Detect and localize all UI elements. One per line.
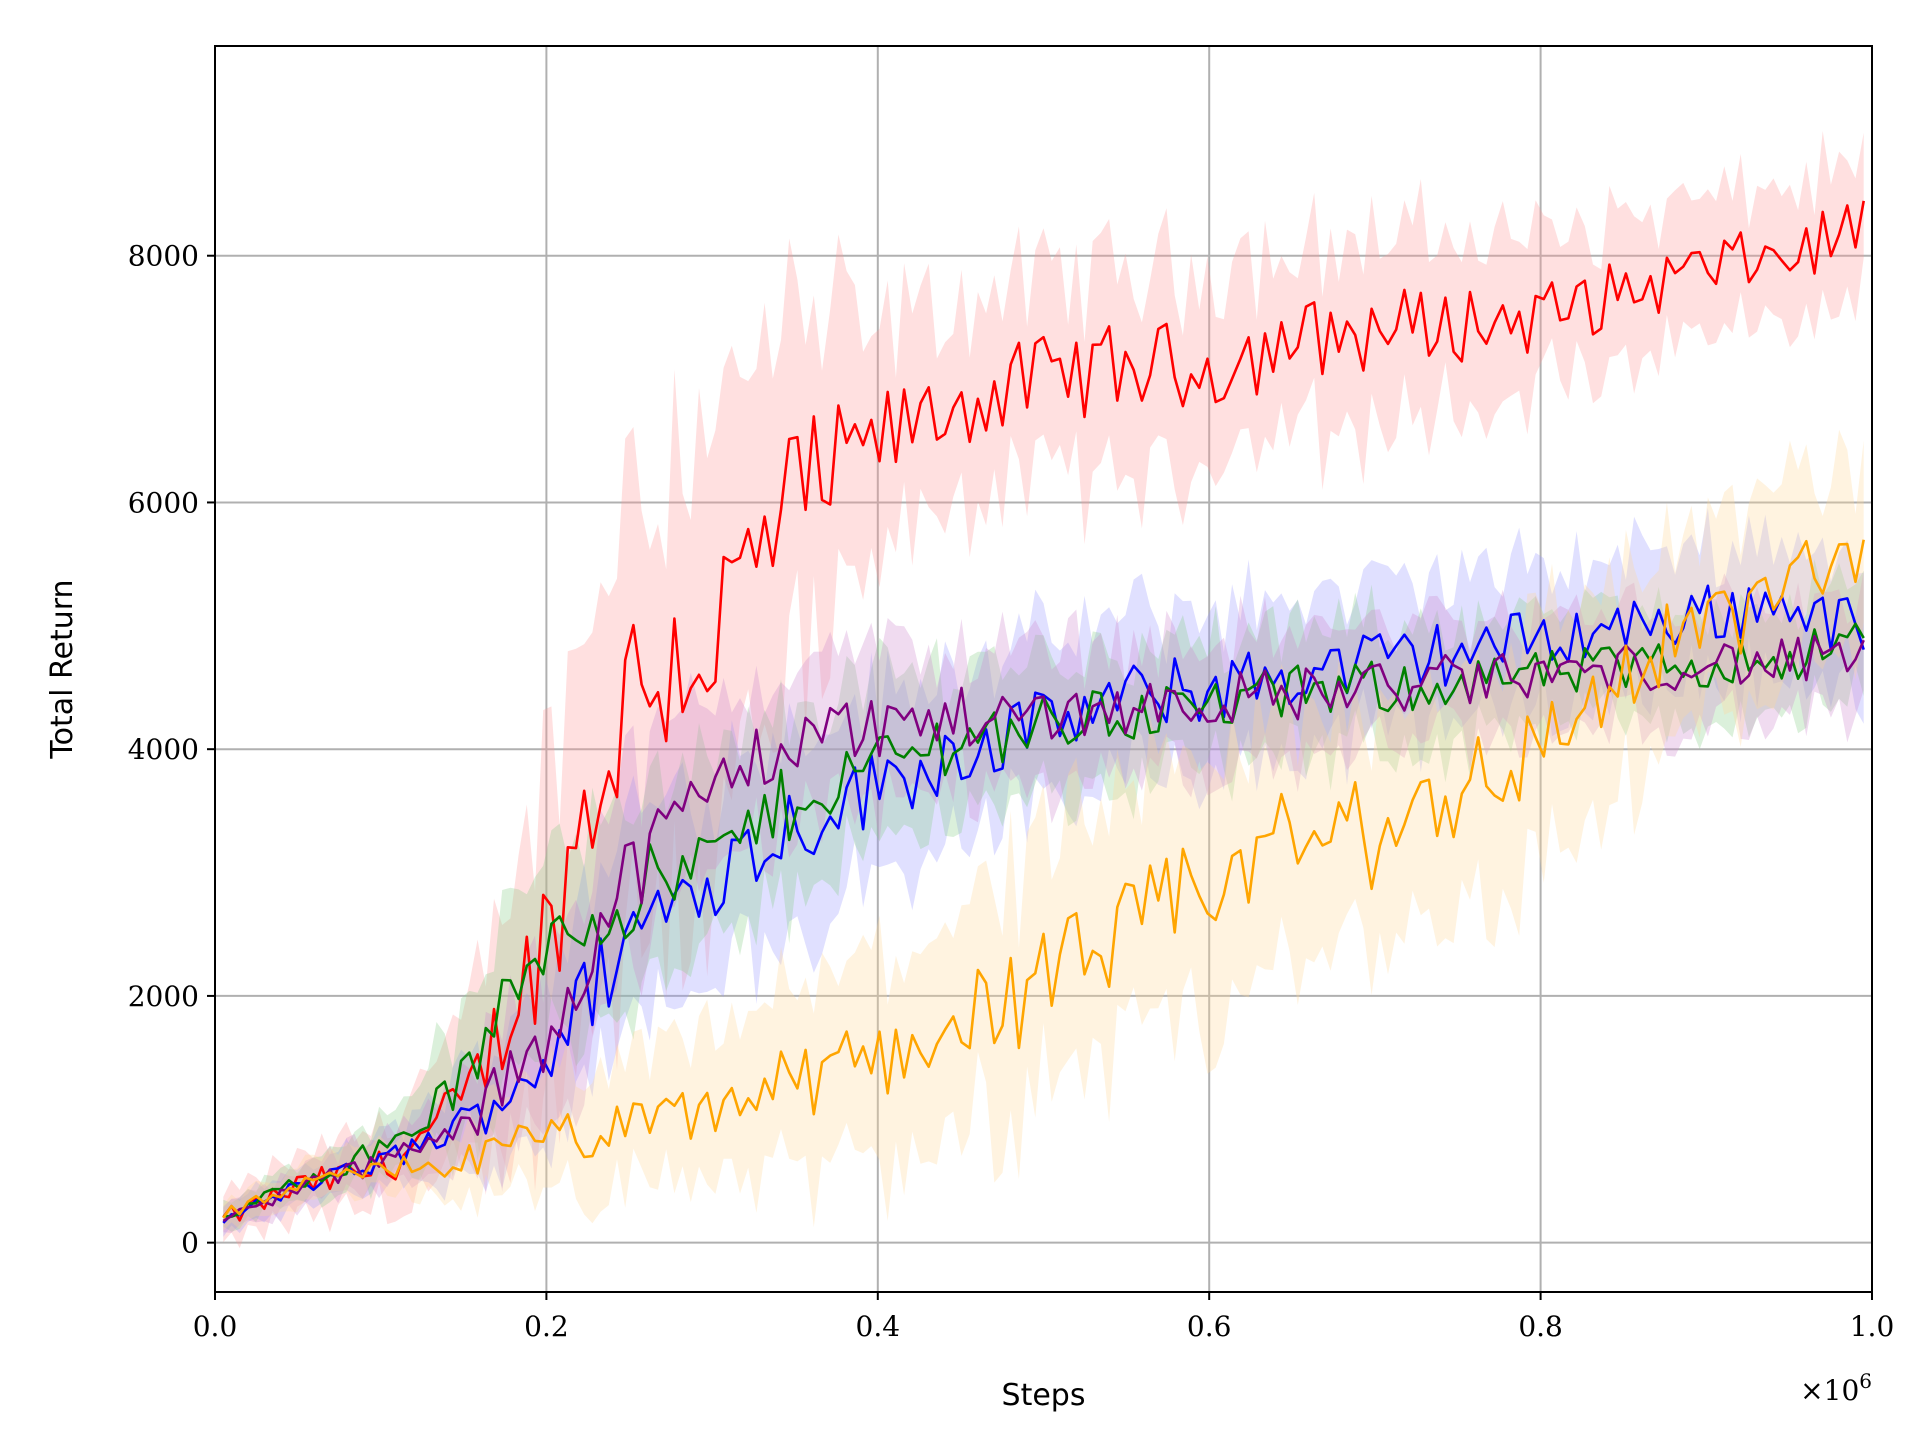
series-line — [222, 584, 1865, 1224]
y-axis-label: Total Return — [45, 579, 80, 759]
series-band — [223, 429, 1864, 1231]
x-tick-label: 0.4 — [856, 1310, 901, 1343]
x-tick-label: 0.6 — [1187, 1310, 1232, 1343]
x-offset-base: ×10 — [1800, 1374, 1859, 1407]
x-tick-label: 0.8 — [1518, 1310, 1563, 1343]
x-offset-exponent: 6 — [1859, 1369, 1872, 1393]
x-tick-label: 1.0 — [1850, 1310, 1895, 1343]
series-lines — [222, 200, 1865, 1224]
x-axis-label: Steps — [1002, 1378, 1086, 1413]
y-tick-label: 6000 — [128, 486, 199, 519]
x-axis-ticks: 0.0 0.2 0.4 0.6 0.8 1.0 — [193, 1292, 1895, 1343]
series-line — [222, 539, 1865, 1219]
grid — [214, 46, 1873, 1292]
x-tick-label: 0.2 — [524, 1310, 569, 1343]
x-tick-label: 0.0 — [193, 1310, 238, 1343]
y-tick-label: 2000 — [128, 980, 199, 1013]
series-line — [222, 634, 1865, 1223]
series-band — [223, 131, 1864, 1249]
series-line — [222, 200, 1865, 1222]
y-tick-label: 8000 — [128, 240, 199, 273]
x-axis-offset-text: ×106 — [1800, 1369, 1872, 1407]
y-axis-ticks: 0 2000 4000 6000 8000 — [128, 240, 215, 1260]
plot-frame — [214, 45, 1873, 1293]
series-band — [223, 559, 1864, 1232]
series-band — [223, 570, 1864, 1233]
y-tick-label: 0 — [181, 1227, 199, 1260]
y-tick-label: 4000 — [128, 733, 199, 766]
